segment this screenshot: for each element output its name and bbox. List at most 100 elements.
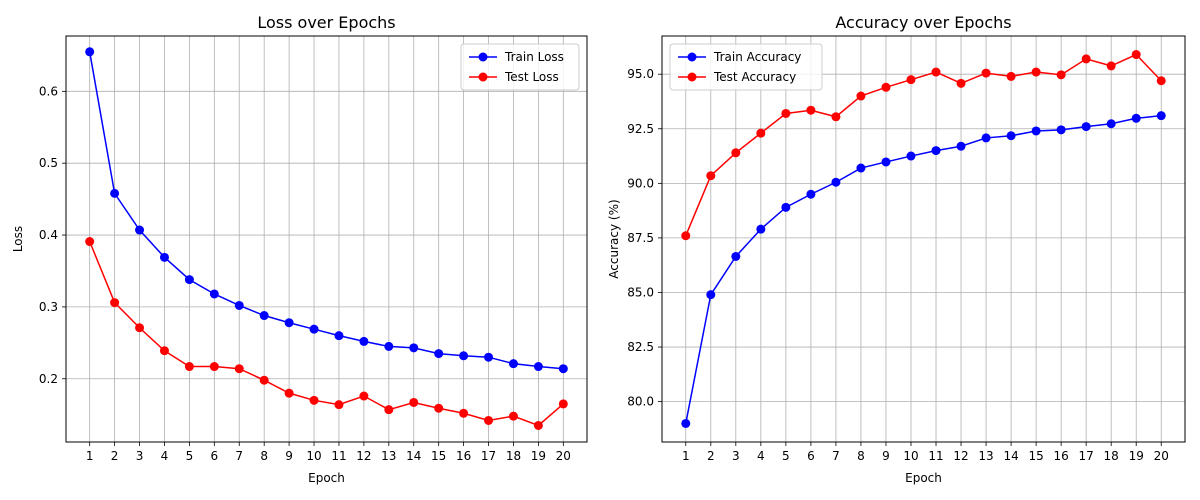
loss-train-point <box>384 341 394 351</box>
accuracy-x-tick-label: 1 <box>682 449 690 463</box>
accuracy-x-tick-label: 16 <box>1053 449 1068 463</box>
accuracy-train-point <box>1056 125 1066 135</box>
accuracy-x-tick-label: 5 <box>782 449 790 463</box>
accuracy-train-point <box>1031 126 1041 136</box>
loss-train-point <box>508 359 518 369</box>
accuracy-plot-frame <box>661 35 1186 443</box>
loss-train-point <box>209 289 219 299</box>
loss-x-tick-label: 18 <box>506 449 521 463</box>
accuracy-series <box>681 50 1166 428</box>
loss-train-point <box>359 336 369 346</box>
loss-y-tick-label: 0.4 <box>39 228 58 242</box>
accuracy-chart: 1 2 3 4 5 6 7 8 9 10 11 12 13 14 15 16 17 18 19 2080.082.58… <box>607 13 1186 485</box>
accuracy-train-point <box>1106 119 1116 129</box>
loss-x-tick-label: 16 <box>456 449 471 463</box>
loss-test-point <box>409 397 419 407</box>
loss-x-tick-label: 3 <box>136 449 144 463</box>
loss-x-tick-label: 10 <box>306 449 321 463</box>
loss-train-point <box>184 275 194 285</box>
loss-test-point <box>558 399 568 409</box>
accuracy-test-point <box>706 171 716 181</box>
accuracy-train-point <box>706 290 716 300</box>
loss-test-point <box>508 411 518 421</box>
accuracy-train-point <box>681 418 691 428</box>
accuracy-x-tick-label: 10 <box>903 449 918 463</box>
accuracy-x-tick-label: 19 <box>1129 449 1144 463</box>
loss-test-point <box>484 415 494 425</box>
accuracy-y-axis-label: Accuracy (%) <box>607 199 621 278</box>
loss-y-tick-label: 0.5 <box>39 156 58 170</box>
loss-y-axis-label: Loss <box>11 226 25 252</box>
accuracy-train-point <box>1081 122 1091 132</box>
loss-x-tick-label: 5 <box>186 449 194 463</box>
accuracy-test-point <box>731 148 741 158</box>
loss-test-point <box>533 420 543 430</box>
accuracy-test-point <box>756 128 766 138</box>
accuracy-chart-title: Accuracy over Epochs <box>835 13 1011 32</box>
accuracy-train-point <box>1131 113 1141 123</box>
loss-x-axis-label: Epoch <box>308 471 345 485</box>
loss-legend-box <box>460 43 580 91</box>
accuracy-series-test-line <box>685 53 1162 237</box>
loss-x-tick-label: 11 <box>331 449 346 463</box>
accuracy-legend-train-label: Train Accuracy <box>713 50 801 64</box>
accuracy-legend-test-label: Test Accuracy <box>713 70 796 84</box>
loss-x-tick-label: 1 <box>86 449 94 463</box>
accuracy-train-point <box>981 133 991 143</box>
loss-test-point <box>434 403 444 413</box>
loss-legend-test-label: Test Loss <box>504 70 559 84</box>
loss-test-point <box>284 388 294 398</box>
accuracy-test-point <box>831 112 841 122</box>
accuracy-train-point <box>881 157 891 167</box>
accuracy-test-point <box>856 91 866 101</box>
accuracy-x-tick-label: 12 <box>953 449 968 463</box>
loss-train-point <box>459 351 469 361</box>
loss-train-point <box>484 352 494 362</box>
accuracy-train-point <box>806 189 816 199</box>
accuracy-test-point <box>1156 76 1166 86</box>
loss-train-point <box>259 311 269 321</box>
loss-test-point <box>110 298 120 308</box>
accuracy-train-point <box>1006 131 1016 141</box>
accuracy-legend-train-marker <box>687 52 697 62</box>
accuracy-y-tick-label: 82.5 <box>627 340 654 354</box>
loss-x-tick-label: 20 <box>556 449 571 463</box>
loss-x-tick-label: 9 <box>285 449 293 463</box>
accuracy-x-tick-label: 20 <box>1154 449 1169 463</box>
loss-chart: 1 2 3 4 5 6 7 8 9 10 11 12 13 14 15 16 17 18 19 200.20.30.4… <box>11 13 588 485</box>
loss-train-point <box>159 252 169 262</box>
loss-y-tick-label: 0.6 <box>39 84 58 98</box>
loss-x-tick-label: 4 <box>161 449 169 463</box>
loss-grid <box>66 36 587 442</box>
accuracy-test-point <box>1131 50 1141 60</box>
loss-chart-title: Loss over Epochs <box>257 13 395 32</box>
loss-x-tick-label: 15 <box>431 449 446 463</box>
accuracy-test-point <box>1081 54 1091 64</box>
loss-legend-train-marker <box>478 52 488 62</box>
loss-train-point <box>234 300 244 310</box>
loss-x-tick-label: 19 <box>531 449 546 463</box>
accuracy-x-tick-label: 3 <box>732 449 740 463</box>
accuracy-x-tick-label: 14 <box>1003 449 1018 463</box>
loss-train-point <box>110 188 120 198</box>
loss-train-point <box>434 349 444 359</box>
accuracy-train-point <box>856 163 866 173</box>
accuracy-test-point <box>931 67 941 77</box>
accuracy-y-tick-label: 95.0 <box>627 67 654 81</box>
accuracy-y-tick-label: 90.0 <box>627 176 654 190</box>
loss-x-tick-label: 6 <box>211 449 219 463</box>
accuracy-legend-box <box>669 43 823 91</box>
accuracy-legend: Train Accuracy Test Accuracy <box>669 43 823 91</box>
loss-train-point <box>533 362 543 372</box>
loss-test-point <box>334 400 344 410</box>
accuracy-test-point <box>681 231 691 241</box>
accuracy-train-point <box>731 251 741 261</box>
loss-x-tick-label: 12 <box>356 449 371 463</box>
loss-test-point <box>259 375 269 385</box>
accuracy-train-point <box>831 177 841 187</box>
accuracy-x-tick-label: 15 <box>1028 449 1043 463</box>
loss-x-tick-label: 2 <box>111 449 119 463</box>
loss-legend-test-marker <box>478 72 488 82</box>
loss-x-tick-label: 17 <box>481 449 496 463</box>
